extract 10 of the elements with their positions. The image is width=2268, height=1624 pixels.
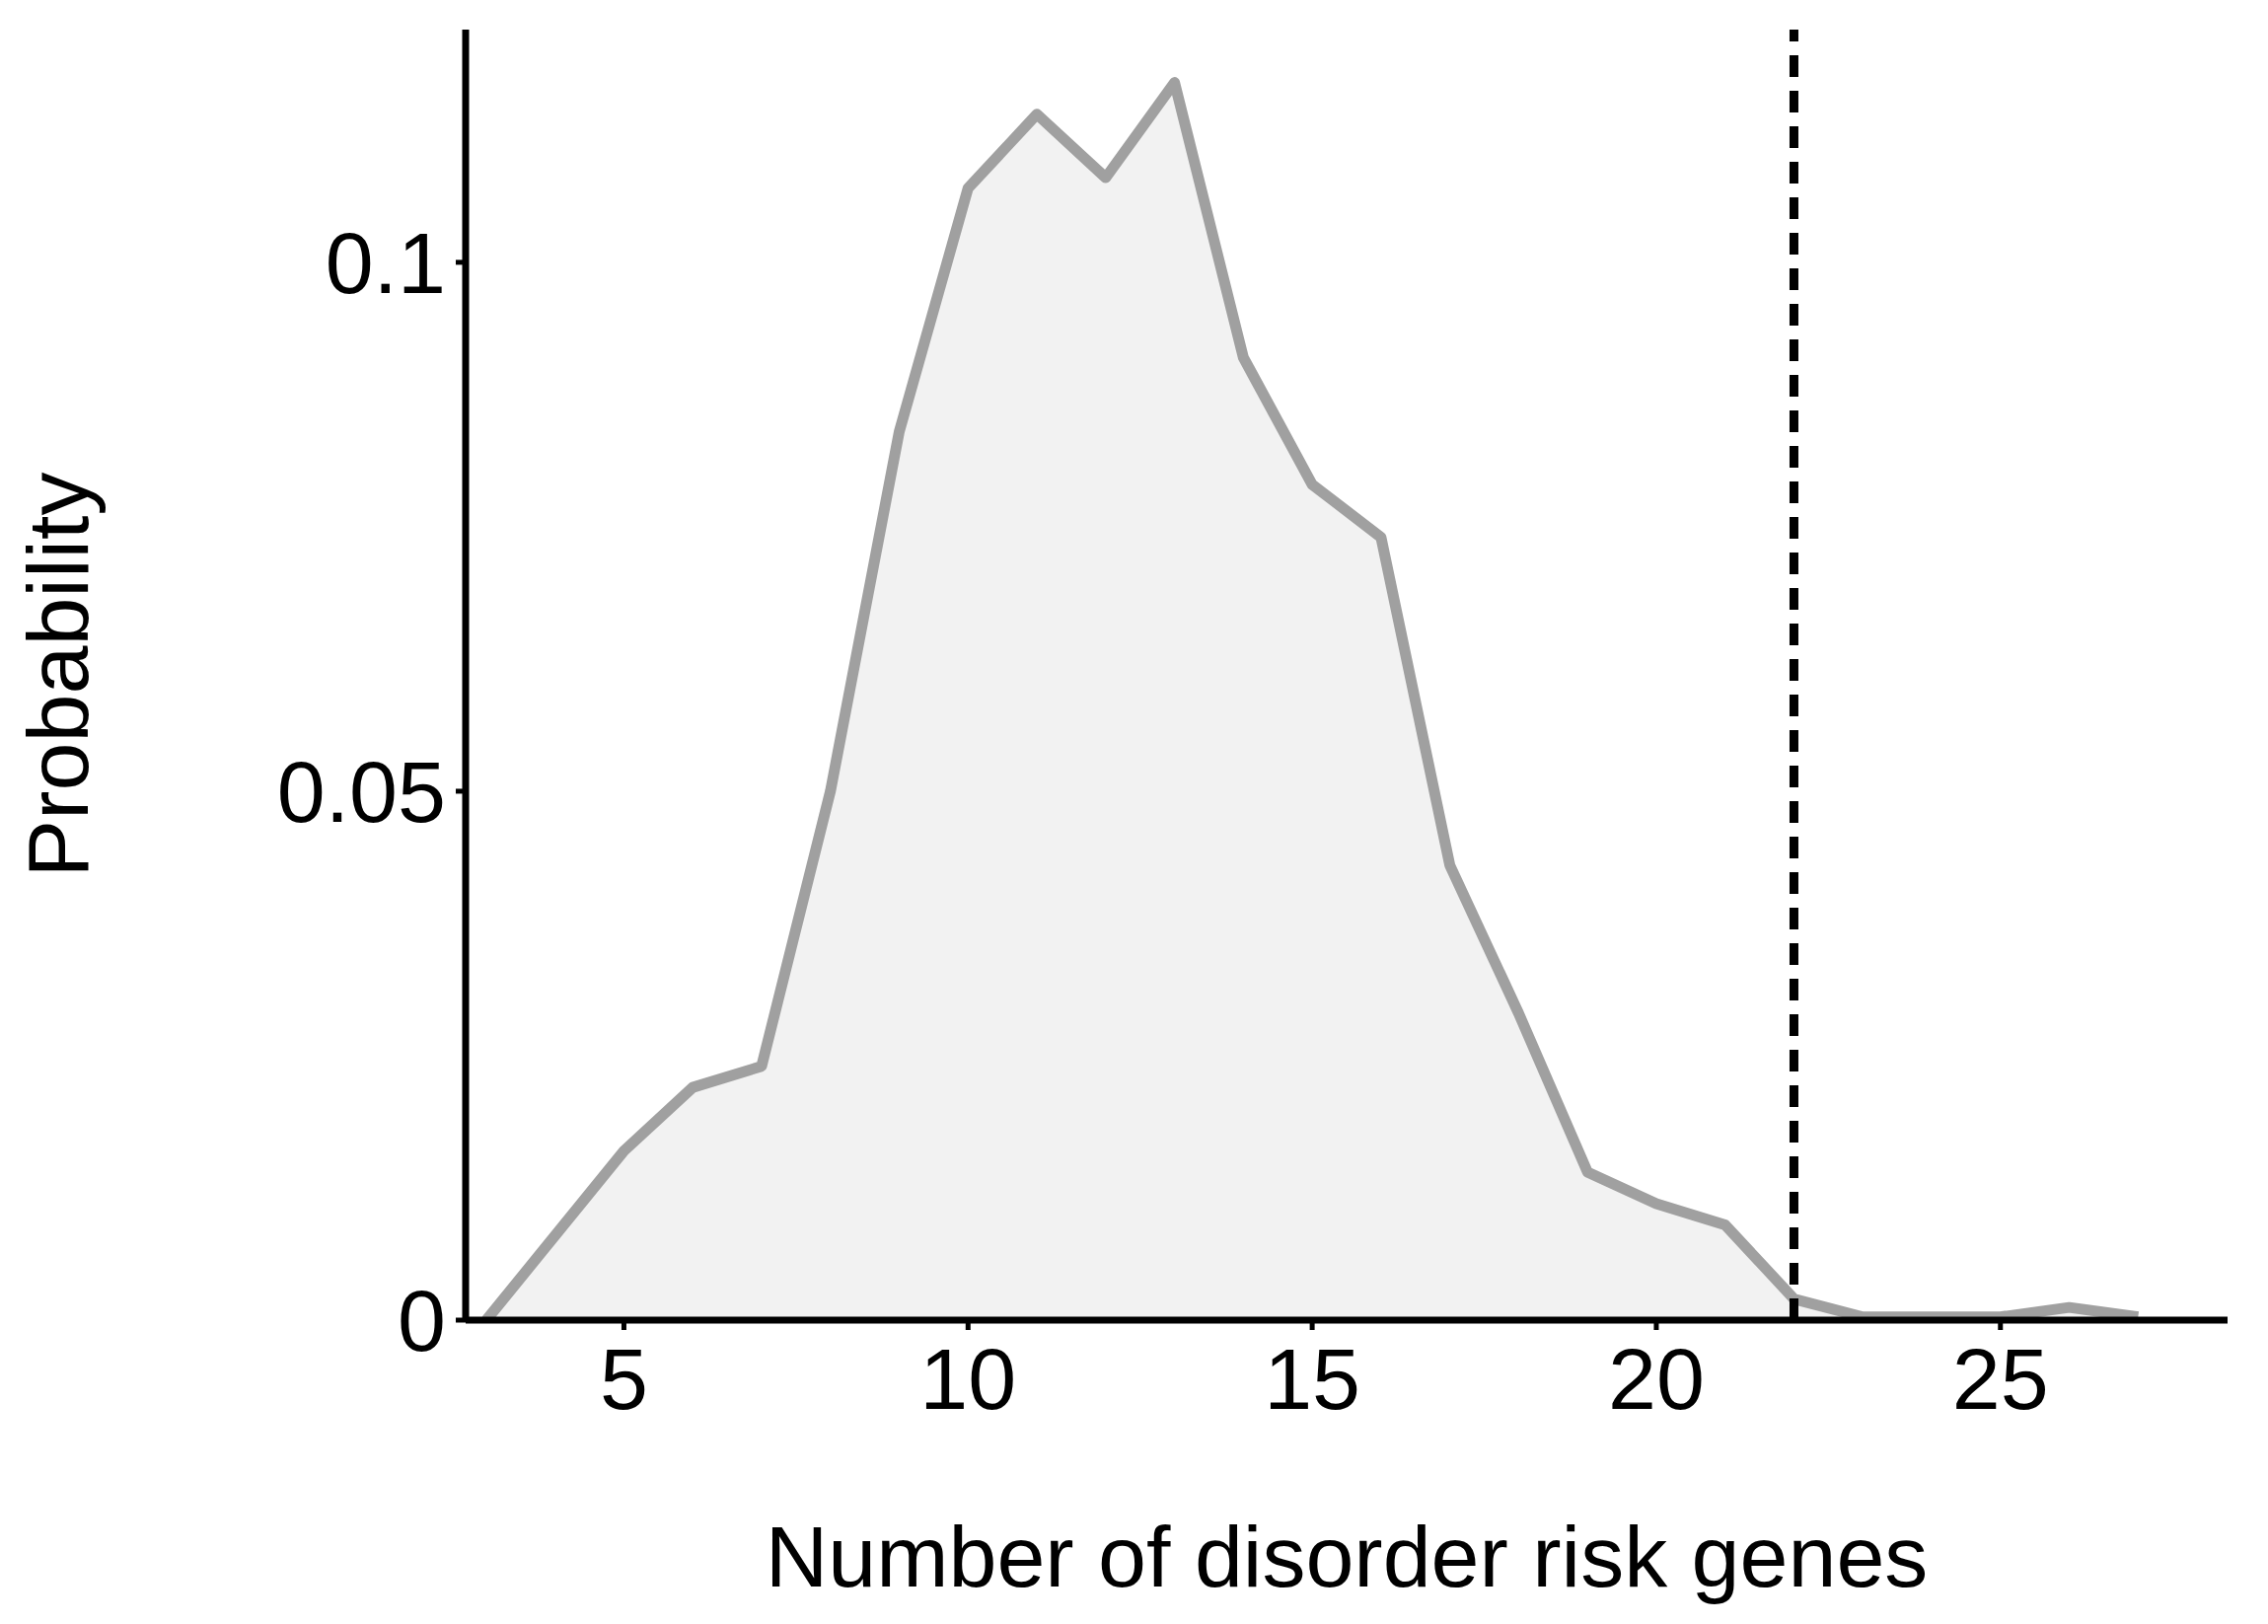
x-axis-title: Number of disorder risk genes	[765, 1508, 1929, 1605]
x-tick-label: 15	[1264, 1330, 1361, 1429]
y-tick-label: 0	[398, 1272, 446, 1370]
x-tick-label: 5	[599, 1330, 648, 1429]
x-tick-label: 10	[919, 1330, 1017, 1429]
x-tick-label: 25	[1951, 1330, 2049, 1429]
y-axis-title: Probability	[9, 472, 108, 878]
x-tick-label: 20	[1608, 1330, 1705, 1429]
y-tick-label: 0.05	[276, 743, 446, 842]
y-tick-label: 0.1	[325, 214, 446, 313]
